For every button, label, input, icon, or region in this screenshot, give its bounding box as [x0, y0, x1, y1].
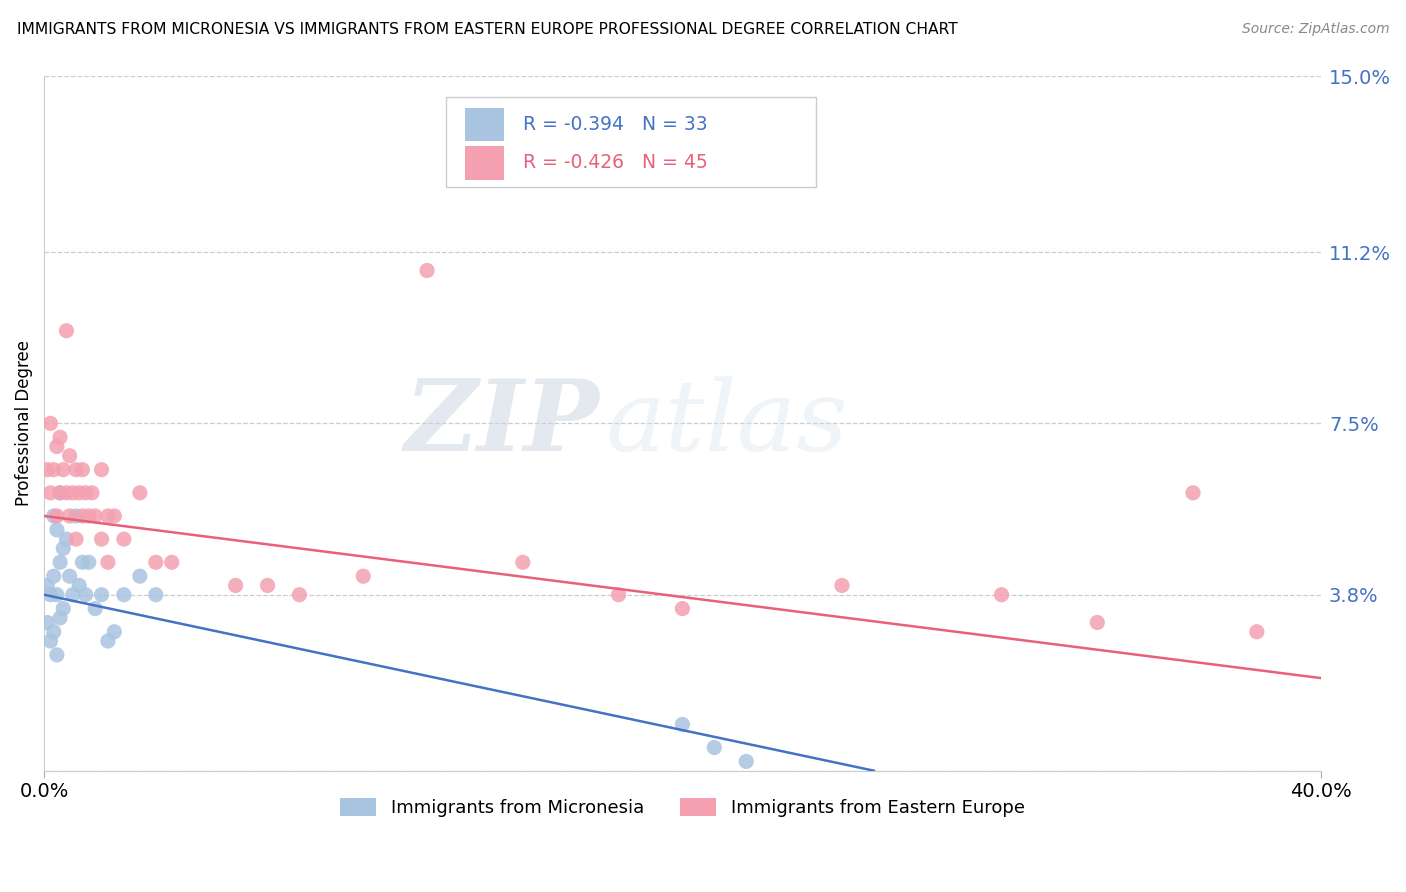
Point: [59, 449, 82, 463]
FancyBboxPatch shape: [465, 146, 503, 179]
Point: [90, 463, 112, 477]
Point: [62, 485, 84, 500]
Point: [49, 485, 72, 500]
Point: [352, 569, 374, 583]
Point: [37, 615, 59, 630]
Point: [145, 555, 167, 569]
Point: [990, 588, 1012, 602]
Point: [55, 532, 77, 546]
Point: [55, 324, 77, 338]
Point: [416, 263, 439, 277]
Point: [671, 717, 693, 731]
Text: R = -0.394   N = 33: R = -0.394 N = 33: [523, 115, 707, 134]
Point: [52, 601, 75, 615]
Point: [65, 532, 87, 546]
Point: [65, 463, 87, 477]
Point: [72, 555, 94, 569]
Point: [90, 532, 112, 546]
Text: Source: ZipAtlas.com: Source: ZipAtlas.com: [1241, 22, 1389, 37]
Point: [735, 755, 758, 769]
Point: [103, 624, 125, 639]
Point: [512, 555, 534, 569]
Point: [145, 588, 167, 602]
Point: [62, 588, 84, 602]
Point: [59, 508, 82, 523]
Point: [1182, 485, 1205, 500]
Point: [65, 508, 87, 523]
Point: [112, 532, 135, 546]
Point: [45, 648, 67, 662]
FancyBboxPatch shape: [465, 108, 503, 141]
Point: [39, 588, 62, 602]
Point: [39, 417, 62, 431]
Point: [1085, 615, 1108, 630]
Point: [45, 440, 67, 454]
Point: [256, 578, 278, 592]
Point: [77, 508, 100, 523]
Text: ZIP: ZIP: [405, 376, 599, 472]
Point: [39, 634, 62, 648]
Point: [75, 588, 97, 602]
Point: [39, 485, 62, 500]
Point: [90, 588, 112, 602]
Point: [1246, 624, 1268, 639]
Point: [128, 569, 150, 583]
Point: [42, 463, 65, 477]
Point: [37, 463, 59, 477]
Point: [607, 588, 630, 602]
Point: [128, 485, 150, 500]
Point: [831, 578, 853, 592]
Point: [55, 485, 77, 500]
Point: [42, 569, 65, 583]
Point: [225, 578, 247, 592]
Point: [288, 588, 311, 602]
Legend: Immigrants from Micronesia, Immigrants from Eastern Europe: Immigrants from Micronesia, Immigrants f…: [333, 790, 1032, 824]
Point: [75, 485, 97, 500]
Point: [67, 485, 90, 500]
Point: [49, 611, 72, 625]
Text: atlas: atlas: [606, 376, 849, 471]
Point: [97, 634, 120, 648]
Point: [97, 555, 120, 569]
Text: IMMIGRANTS FROM MICRONESIA VS IMMIGRANTS FROM EASTERN EUROPE PROFESSIONAL DEGREE: IMMIGRANTS FROM MICRONESIA VS IMMIGRANTS…: [17, 22, 957, 37]
Point: [72, 508, 94, 523]
Point: [84, 601, 107, 615]
Point: [52, 463, 75, 477]
Point: [42, 624, 65, 639]
Point: [52, 541, 75, 556]
Point: [45, 588, 67, 602]
Text: R = -0.426   N = 45: R = -0.426 N = 45: [523, 153, 707, 172]
Y-axis label: Professional Degree: Professional Degree: [15, 341, 32, 507]
Point: [77, 555, 100, 569]
Point: [84, 508, 107, 523]
Point: [59, 569, 82, 583]
Point: [45, 523, 67, 537]
Point: [49, 430, 72, 444]
FancyBboxPatch shape: [446, 97, 817, 187]
Point: [160, 555, 183, 569]
Point: [671, 601, 693, 615]
Point: [72, 463, 94, 477]
Point: [67, 578, 90, 592]
Point: [97, 508, 120, 523]
Point: [42, 508, 65, 523]
Point: [103, 508, 125, 523]
Point: [49, 555, 72, 569]
Point: [80, 485, 103, 500]
Point: [49, 485, 72, 500]
Point: [37, 578, 59, 592]
Point: [703, 740, 725, 755]
Point: [45, 508, 67, 523]
Point: [112, 588, 135, 602]
